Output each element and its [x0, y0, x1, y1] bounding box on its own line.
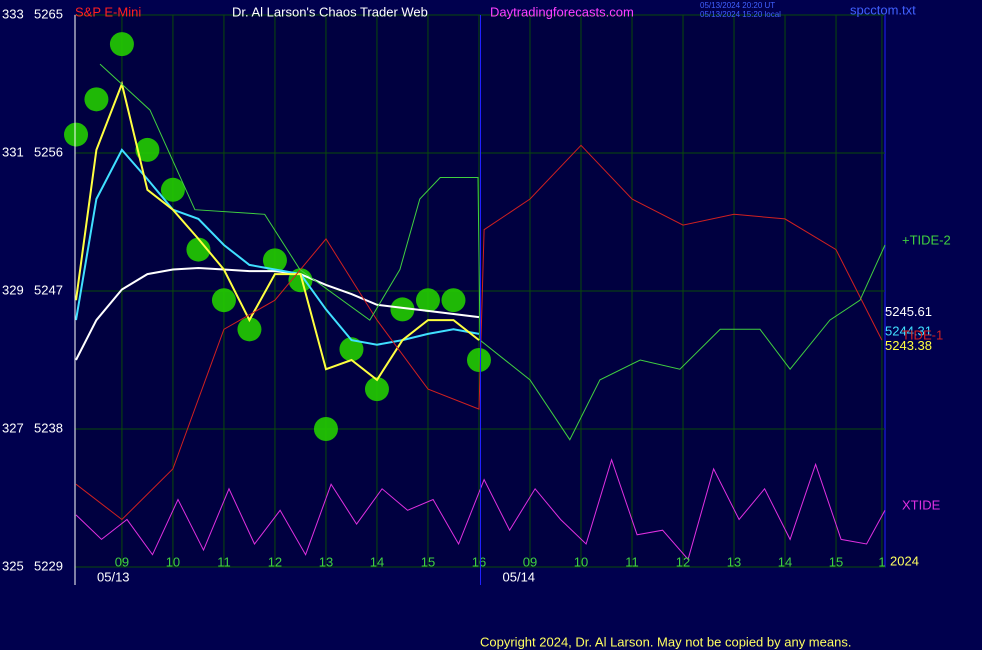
site: Daytradingforecasts.com: [490, 4, 634, 19]
copyright: Copyright 2024, Dr. Al Larson. May not b…: [480, 634, 851, 649]
series-line: [75, 144, 883, 521]
y-tick-label: 5256: [34, 144, 63, 159]
price-blob: [160, 177, 185, 202]
price-blob: [390, 297, 415, 322]
timestamp: 05/13/2024 20:20 UT: [700, 1, 775, 10]
series-label: XTIDE: [902, 498, 941, 513]
x-tick-label: 11: [217, 554, 231, 569]
price-blob: [313, 417, 338, 441]
x-tick-label: 12: [676, 554, 690, 569]
price-blob: [466, 348, 491, 372]
x-tick-label: 16: [472, 554, 486, 569]
x-tick-label: 11: [625, 554, 639, 569]
y-tick-label: 5265: [34, 6, 63, 21]
x-tick-label: 10: [574, 554, 588, 569]
price-blob: [211, 288, 236, 313]
price-blob: [339, 337, 364, 362]
price-blob: [135, 137, 160, 162]
price-blob: [415, 288, 440, 313]
x-tick-label: 12: [268, 554, 282, 569]
series-line: [75, 80, 480, 382]
y2-tick-label: 327: [2, 420, 24, 435]
y2-tick-label: 333: [2, 6, 24, 21]
marks: [64, 32, 886, 561]
timestamp: 05/13/2024 15:20 local: [700, 10, 781, 19]
series-label: TIDE-1: [902, 328, 943, 343]
price-blob: [64, 122, 89, 147]
price-blob: [364, 377, 389, 402]
price-blob: [237, 317, 262, 342]
price-blob: [441, 288, 466, 313]
date-label: 05/14: [503, 569, 536, 584]
price-blob: [262, 248, 287, 273]
x-tick-label: 14: [370, 554, 384, 569]
y-tick-label: 5229: [34, 558, 63, 573]
price-blob: [109, 32, 134, 57]
y2-tick-label: 325: [2, 558, 24, 573]
year: 2024: [890, 553, 919, 568]
symbol: S&P E-Mini: [75, 4, 141, 19]
series-line: [99, 63, 886, 441]
x-tick-label: 10: [166, 554, 180, 569]
x-tick-label: 15: [829, 554, 843, 569]
chart-title: Dr. Al Larson's Chaos Trader Web: [232, 4, 428, 19]
series-label: +TIDE-2: [902, 232, 951, 247]
last-value: 5243.38: [885, 338, 932, 353]
price-blob: [186, 237, 211, 262]
x-tick-label: 09: [115, 554, 129, 569]
x-tick-label: 1: [878, 554, 885, 569]
series-line: [75, 148, 480, 346]
file-name: spcctom.txt: [850, 2, 916, 17]
x-tick-label: 13: [319, 554, 333, 569]
y-tick-label: 5247: [34, 282, 63, 297]
x-tick-label: 13: [727, 554, 741, 569]
price-blob: [84, 87, 109, 112]
last-value: 5245.61: [885, 304, 932, 319]
y2-tick-label: 331: [2, 144, 24, 159]
y-tick-label: 5238: [34, 420, 63, 435]
grid: [75, 14, 885, 568]
x-tick-label: 15: [421, 554, 435, 569]
y2-tick-label: 329: [2, 282, 24, 297]
date-label: 05/13: [97, 569, 130, 584]
series-line: [75, 266, 480, 361]
series-line: [75, 458, 886, 561]
x-tick-label: 09: [523, 554, 537, 569]
x-tick-label: 14: [778, 554, 792, 569]
last-value: 5244.31: [885, 324, 932, 339]
